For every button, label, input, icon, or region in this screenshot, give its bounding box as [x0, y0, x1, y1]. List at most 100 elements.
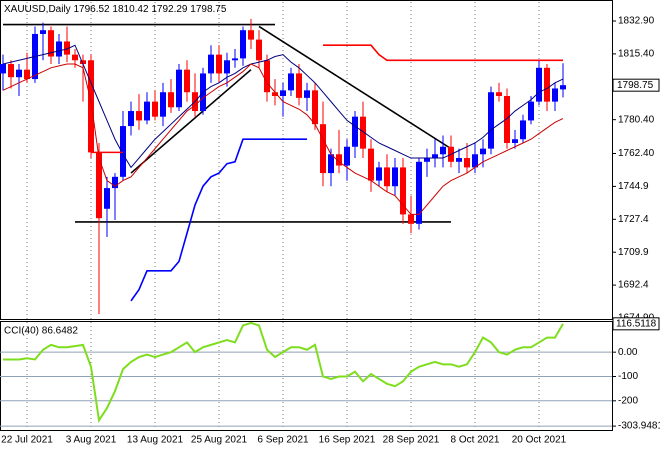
- candle-body: [88, 60, 94, 153]
- candle-body: [248, 30, 254, 40]
- candle-body: [40, 30, 46, 34]
- candle-body: [352, 116, 358, 147]
- candle-body: [144, 101, 150, 121]
- candle-body: [24, 69, 30, 80]
- candle-body: [8, 64, 14, 78]
- candle-body: [216, 54, 222, 74]
- open: 1796.52: [73, 4, 110, 15]
- x-tick-label: 16 Sep 2021: [319, 435, 376, 446]
- candle-body: [528, 101, 534, 121]
- cci-line: [3, 321, 564, 424]
- candle-body: [464, 158, 470, 168]
- candle-body: [488, 92, 494, 149]
- candle-body: [376, 167, 382, 181]
- candle-body: [80, 60, 86, 65]
- cci-tag-label: 116.5118: [616, 318, 657, 329]
- low: 1792.29: [151, 4, 188, 15]
- candle-body: [408, 214, 414, 224]
- x-tick-label: 13 Aug 2021: [127, 435, 184, 446]
- candle-body: [416, 161, 422, 224]
- y-tick-label: 1832.90: [618, 16, 655, 27]
- cci-title: CCI(40) 86.6482: [4, 326, 78, 337]
- candle-body: [368, 148, 374, 181]
- candle-body: [272, 92, 278, 96]
- x-tick-label: 3 Aug 2021: [66, 435, 117, 446]
- y-tick-label: 1780.40: [618, 114, 655, 125]
- candle-body: [56, 41, 62, 57]
- candle-body: [184, 69, 190, 93]
- indicator-line: [130, 138, 307, 302]
- x-tick-label: 22 Jul 2021: [1, 435, 53, 446]
- candle-body: [296, 73, 302, 98]
- candle-body: [392, 167, 398, 187]
- y-tick-label: 0.00: [618, 347, 638, 358]
- price-tag: [612, 78, 660, 92]
- candle-body: [480, 148, 486, 155]
- candle-body: [152, 101, 158, 117]
- candle-body: [320, 124, 326, 174]
- y-tick-label: 1692.4: [618, 280, 649, 291]
- candle-body: [160, 92, 166, 117]
- candle-body: [176, 69, 182, 108]
- cci-tag: [612, 317, 660, 331]
- candle-body: [0, 64, 6, 74]
- indicator-line: [91, 44, 563, 154]
- trendline: [258, 25, 452, 150]
- candle-body: [304, 90, 310, 98]
- candle-body: [328, 154, 334, 174]
- price-panel: [0, 0, 613, 320]
- candle-body: [440, 146, 446, 155]
- indicator-line: [2, 63, 564, 215]
- candle-body: [96, 152, 102, 219]
- candle-body: [280, 90, 286, 96]
- candle-body: [208, 54, 214, 74]
- candle-body: [536, 67, 542, 102]
- candle-body: [424, 158, 430, 162]
- y-tick-label: 1727.4: [618, 214, 649, 225]
- x-tick-label: 8 Oct 2021: [451, 435, 500, 446]
- y-tick-label: -303.9481: [618, 421, 660, 432]
- candle-body: [104, 188, 110, 209]
- trendline: [130, 69, 252, 174]
- symbol: XAUUSD,Daily: [4, 4, 71, 15]
- candle-body: [72, 54, 78, 61]
- candle-body: [64, 41, 70, 55]
- y-tick-label: 1762.40: [618, 148, 655, 159]
- price-tag-label: 1798.75: [617, 80, 654, 91]
- x-tick-label: 6 Sep 2021: [257, 435, 309, 446]
- candle-body: [552, 88, 558, 102]
- candle-body: [48, 30, 54, 57]
- candle-body: [256, 39, 262, 61]
- candle-body: [112, 176, 118, 189]
- candle-body: [384, 167, 390, 187]
- candle-body: [520, 120, 526, 140]
- candle-body: [504, 95, 510, 143]
- y-tick-label: 1744.9: [618, 181, 649, 192]
- y-tick-label: 1709.9: [618, 247, 649, 258]
- chart-title: XAUUSD,Daily 1796.52 1810.42 1792.29 179…: [4, 4, 227, 15]
- x-tick-label: 25 Aug 2021: [191, 435, 248, 446]
- candle-body: [400, 167, 406, 215]
- indicator-line: [2, 44, 564, 169]
- candle-body: [288, 73, 294, 91]
- candle-body: [336, 154, 342, 166]
- candle-body: [544, 67, 550, 102]
- candle-body: [264, 60, 270, 93]
- candle-body: [512, 139, 518, 143]
- candle-body: [240, 30, 246, 59]
- candle-body: [312, 90, 318, 125]
- y-tick-label: 1815.40: [618, 49, 655, 60]
- candle-body: [224, 60, 230, 74]
- y-tick-label: -200: [618, 395, 638, 406]
- candle-body: [472, 154, 478, 168]
- x-tick-label: 28 Sep 2021: [383, 435, 440, 446]
- candle-body: [496, 92, 502, 96]
- candle-body: [560, 85, 566, 90]
- candle-body: [360, 116, 366, 149]
- candle-body: [128, 111, 134, 127]
- candle-body: [456, 158, 462, 162]
- y-tick-label: -100: [618, 371, 638, 382]
- close: 1798.75: [190, 4, 227, 15]
- candle-body: [120, 126, 126, 177]
